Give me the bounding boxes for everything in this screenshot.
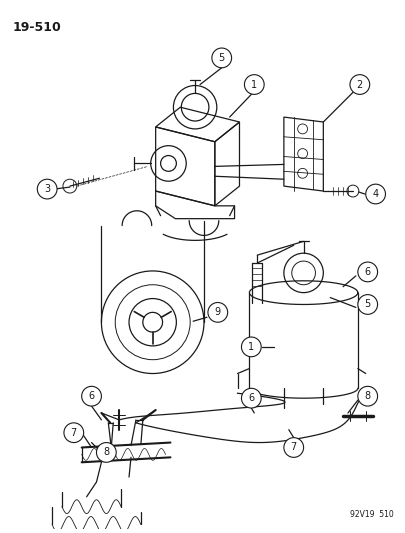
Text: 6: 6: [88, 391, 94, 401]
Text: 4: 4: [372, 189, 378, 199]
Circle shape: [357, 386, 377, 406]
Circle shape: [37, 179, 57, 199]
Circle shape: [64, 423, 83, 442]
Text: 92V19  510: 92V19 510: [349, 510, 392, 519]
Text: 6: 6: [364, 267, 370, 277]
Circle shape: [207, 303, 227, 322]
Text: 7: 7: [290, 442, 296, 453]
Circle shape: [244, 75, 264, 94]
Text: 9: 9: [214, 308, 220, 317]
Text: 2: 2: [356, 79, 362, 90]
Text: 3: 3: [44, 184, 50, 194]
Circle shape: [283, 438, 303, 457]
Circle shape: [241, 389, 260, 408]
Text: 1: 1: [251, 79, 257, 90]
Circle shape: [81, 386, 101, 406]
Text: 8: 8: [364, 391, 370, 401]
Text: 5: 5: [218, 53, 224, 63]
Text: 19-510: 19-510: [13, 21, 61, 35]
Circle shape: [96, 442, 116, 462]
Circle shape: [211, 48, 231, 68]
Circle shape: [349, 75, 369, 94]
Text: 8: 8: [103, 447, 109, 457]
Circle shape: [241, 337, 260, 357]
Circle shape: [357, 262, 377, 282]
Text: 5: 5: [364, 300, 370, 310]
Circle shape: [365, 184, 384, 204]
Text: 6: 6: [247, 393, 254, 403]
Text: 7: 7: [70, 427, 77, 438]
Text: 1: 1: [247, 342, 254, 352]
Circle shape: [357, 295, 377, 314]
